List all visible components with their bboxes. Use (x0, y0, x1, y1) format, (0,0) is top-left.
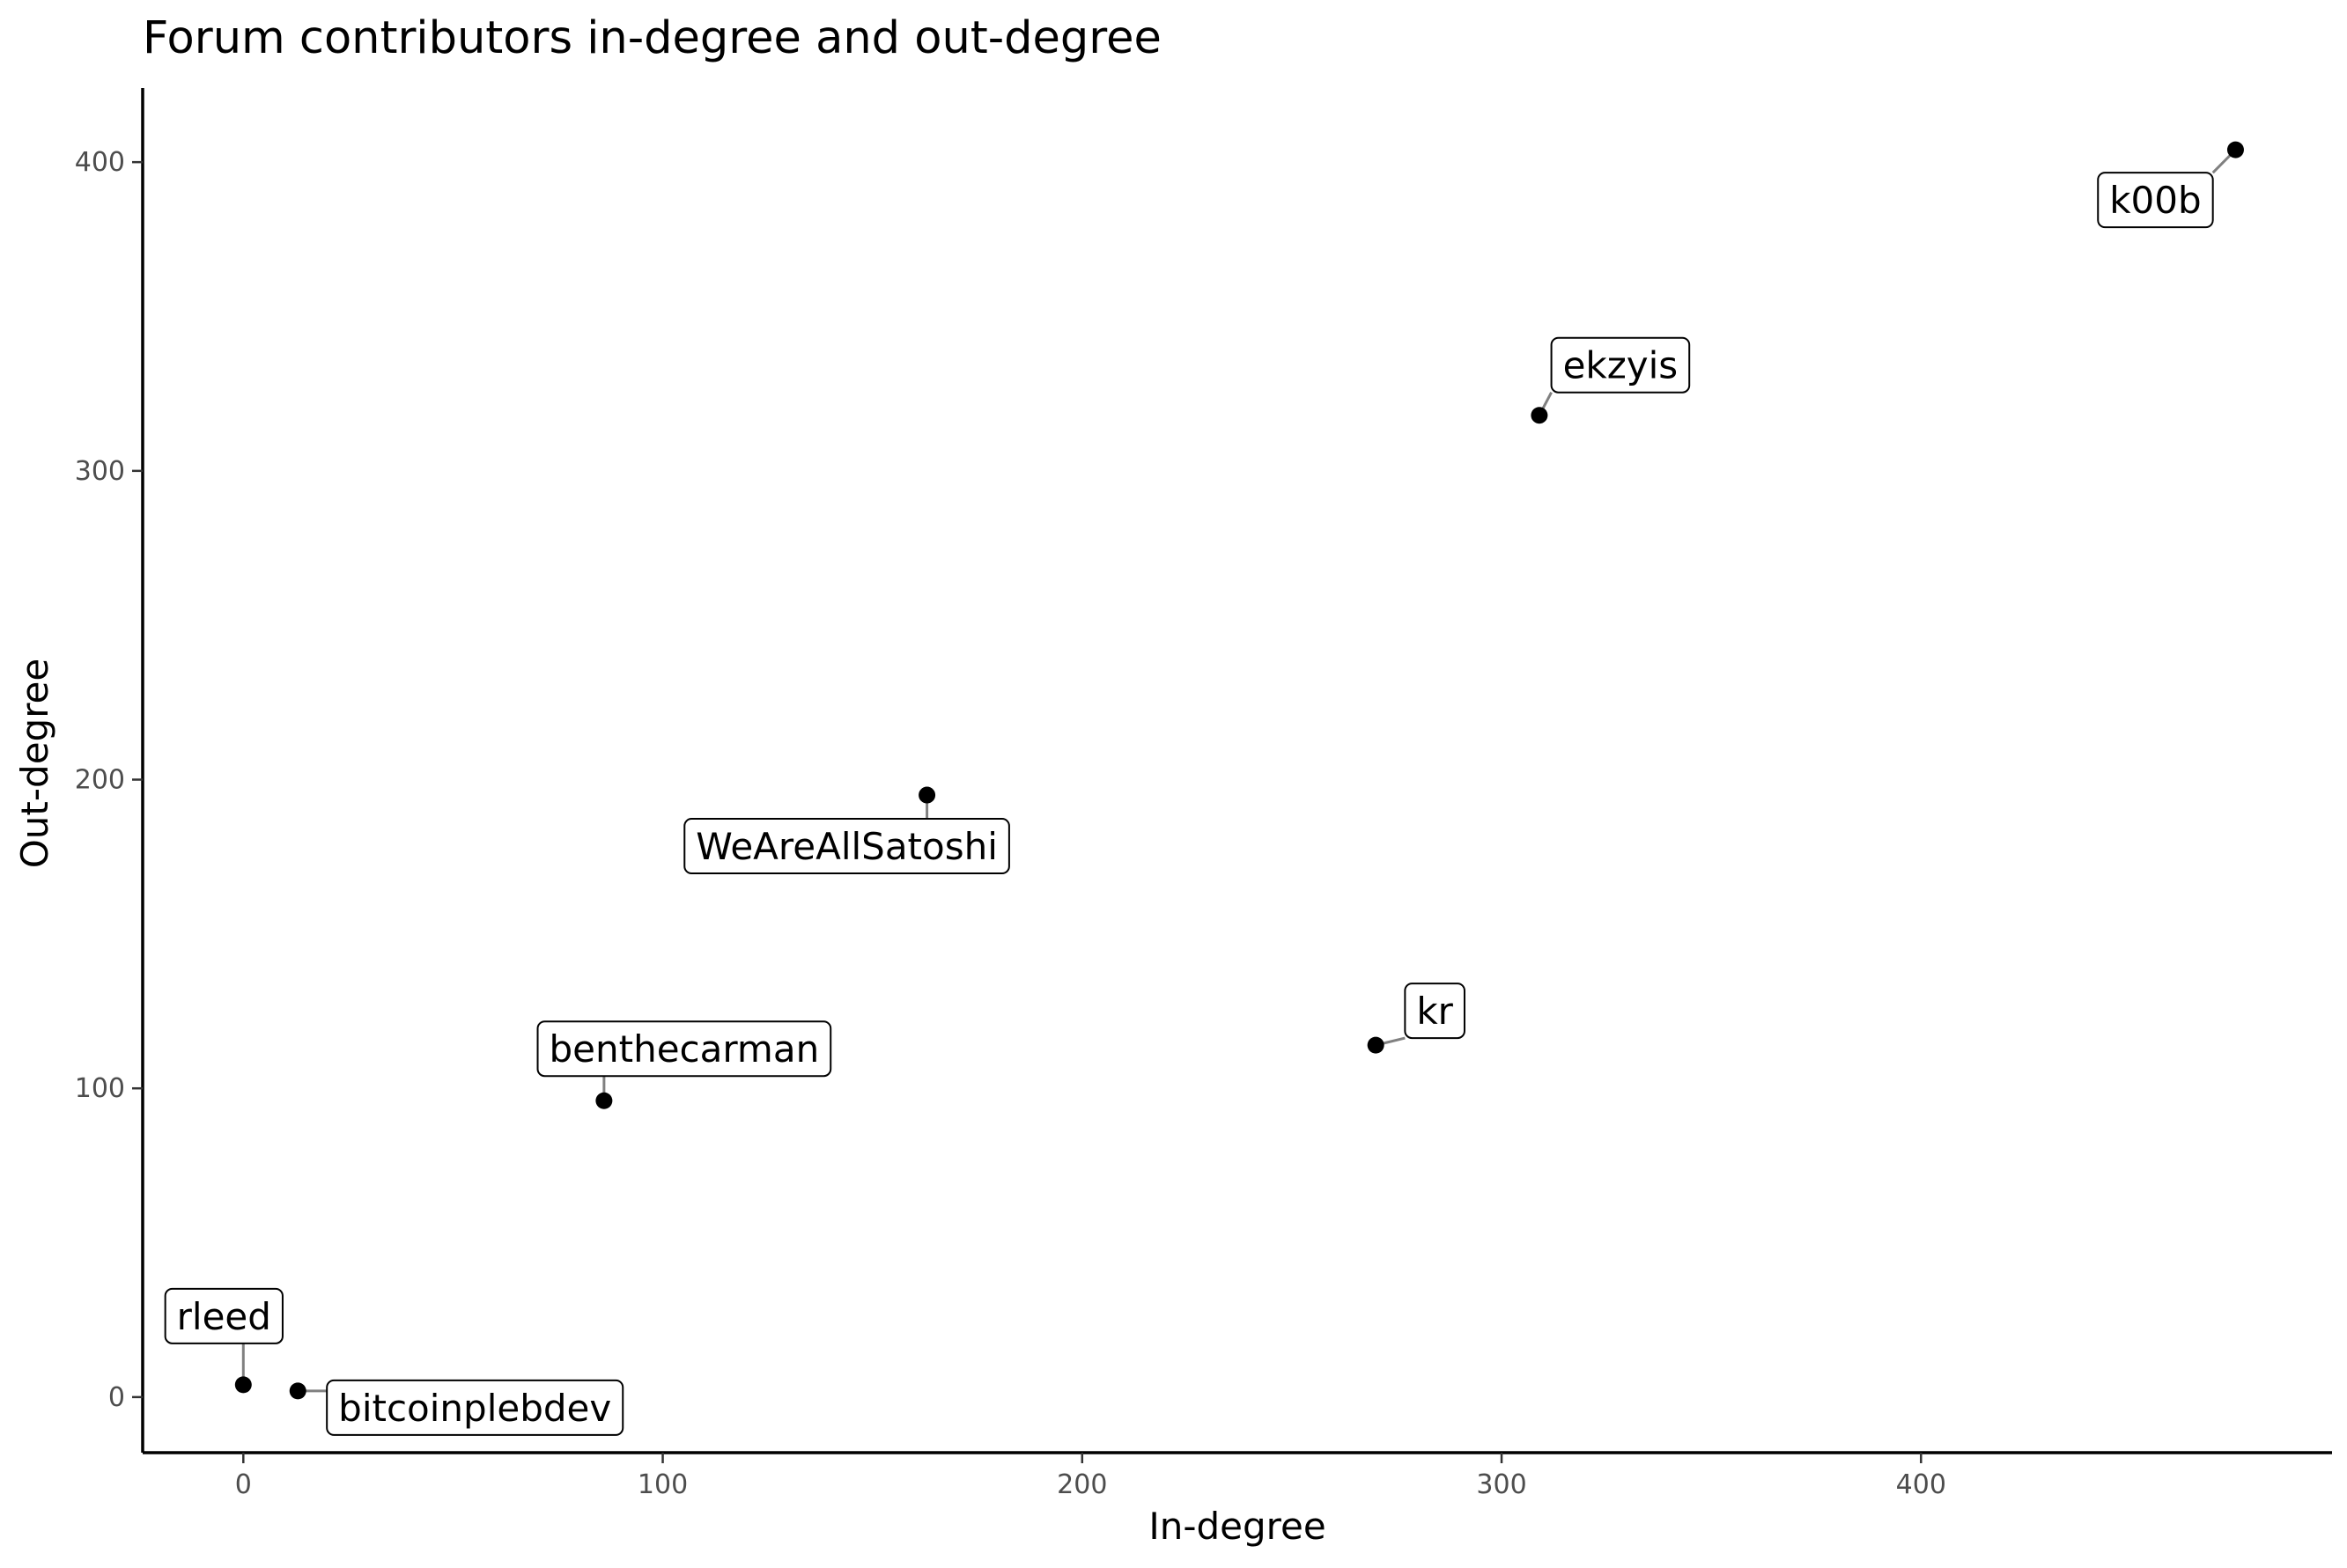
label-box (1404, 983, 1465, 1040)
label-connectors (241, 154, 2232, 1393)
chart-title: Forum contributors in-degree and out-deg… (143, 12, 1162, 64)
label-box (536, 1020, 832, 1078)
point-label: WeAreAllSatoshi (683, 818, 1010, 875)
label-connector (2211, 154, 2232, 174)
data-point (2226, 141, 2244, 158)
data-point (919, 786, 936, 804)
label-box (2097, 172, 2214, 229)
point-label: kr (1404, 983, 1465, 1040)
y-tick-label: 0 (108, 1382, 125, 1413)
data-point (289, 1382, 306, 1400)
x-tick-label: 0 (235, 1469, 252, 1500)
y-tick-label: 100 (75, 1073, 125, 1104)
label-connector (1383, 1036, 1406, 1045)
point-label: benthecarman (536, 1020, 832, 1078)
x-tick-label: 100 (638, 1469, 688, 1500)
y-axis-title: Out-degree (13, 659, 56, 869)
x-axis-title: In-degree (1148, 1505, 1325, 1548)
point-label: k00b (2097, 172, 2214, 229)
label-box (683, 818, 1010, 875)
data-point (1367, 1036, 1384, 1054)
label-box (164, 1287, 284, 1344)
point-label: rleed (164, 1287, 284, 1344)
point-label: bitcoinplebdev (326, 1379, 624, 1436)
data-points (234, 141, 2244, 1400)
x-tick-label: 200 (1057, 1469, 1107, 1500)
label-box (326, 1379, 624, 1436)
data-point (595, 1092, 613, 1109)
plot-area (141, 88, 2332, 1454)
x-tick-label: 400 (1896, 1469, 1946, 1500)
data-point (234, 1376, 252, 1394)
data-point (1531, 407, 1548, 424)
point-labels: rleed bitcoinplebdev benthecarman WeAreAllS… (164, 172, 2214, 1436)
point-label-text: WeAreAllSatoshi (696, 825, 998, 868)
point-label-text: bitcoinplebdev (338, 1387, 611, 1430)
label-box (1550, 336, 1691, 394)
point-label-text: ekzyis (1563, 344, 1679, 387)
y-tick-label: 400 (75, 147, 125, 178)
point-label-text: k00b (2109, 179, 2201, 222)
point-label-text: kr (1416, 990, 1453, 1033)
y-tick-label: 300 (75, 456, 125, 487)
x-tick-label: 300 (1476, 1469, 1526, 1500)
point-label-text: rleed (177, 1295, 271, 1338)
label-connector (1541, 392, 1553, 409)
point-label-text: benthecarman (550, 1027, 820, 1071)
y-tick-label: 200 (75, 765, 125, 796)
point-label: ekzyis (1550, 336, 1691, 394)
axis-ticks: 0 100 200 300 400 0 100 200 300 400 (75, 147, 1946, 1500)
